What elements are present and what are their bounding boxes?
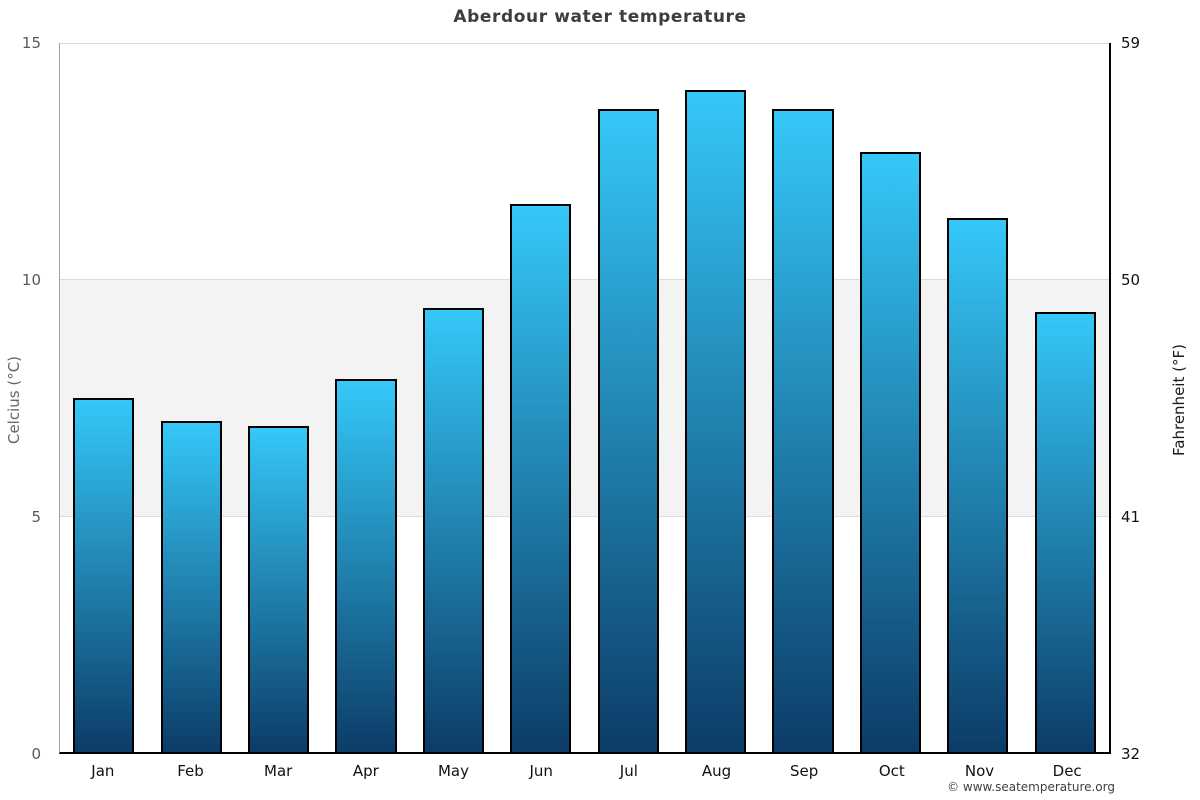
x-label-sep: Sep — [790, 762, 819, 780]
x-label-nov: Nov — [964, 762, 995, 780]
right-tick-59: 59 — [1121, 34, 1141, 52]
bar-nov — [947, 217, 1009, 752]
bar-jul — [597, 109, 659, 752]
gridline-5 — [60, 515, 1109, 517]
gridline-10 — [60, 279, 1109, 281]
left-axis-ticks: 15 10 5 0 — [0, 34, 50, 763]
x-label-mar: Mar — [264, 762, 293, 780]
right-tick-41: 41 — [1121, 508, 1141, 526]
copyright-watermark: © www.seatemperature.org — [947, 780, 1115, 794]
bar-may — [422, 307, 484, 752]
plot-area — [59, 43, 1111, 754]
bar-sep — [772, 109, 834, 752]
right-axis-ticks: 59 50 41 32 — [1121, 34, 1191, 763]
shaded-band — [60, 279, 1109, 516]
chart-title: Aberdour water temperature — [453, 7, 747, 27]
x-label-oct: Oct — [878, 762, 905, 780]
left-tick-15: 15 — [21, 34, 41, 52]
x-label-jan: Jan — [91, 762, 115, 780]
x-label-feb: Feb — [177, 762, 204, 780]
right-tick-32: 32 — [1121, 745, 1141, 763]
bar-oct — [859, 151, 922, 752]
x-label-may: May — [437, 762, 469, 780]
left-tick-10: 10 — [21, 271, 41, 289]
x-label-aug: Aug — [701, 762, 732, 780]
bar-dec — [1034, 312, 1096, 752]
bar-jan — [73, 397, 135, 752]
gridline-15 — [60, 43, 1109, 44]
bars-layer — [60, 43, 1109, 752]
left-tick-0: 0 — [31, 745, 41, 763]
bar-mar — [247, 425, 310, 752]
bar-apr — [335, 378, 397, 752]
bar-feb — [160, 421, 222, 752]
x-label-dec: Dec — [1052, 762, 1082, 780]
left-tick-5: 5 — [31, 508, 41, 526]
right-tick-50: 50 — [1121, 271, 1141, 289]
x-axis-labels: Jan Feb Mar Apr May Jun Jul Aug Sep Oct Nov Dec — [59, 762, 1111, 784]
bar-aug — [685, 90, 747, 752]
x-label-jul: Jul — [619, 762, 638, 780]
bar-jun — [510, 203, 572, 752]
right-axis-title: Fahrenheit (°F) — [1170, 344, 1188, 456]
x-label-jun: Jun — [529, 762, 553, 780]
x-label-apr: Apr — [352, 762, 379, 780]
left-axis-title: Celcius (°C) — [5, 355, 23, 445]
